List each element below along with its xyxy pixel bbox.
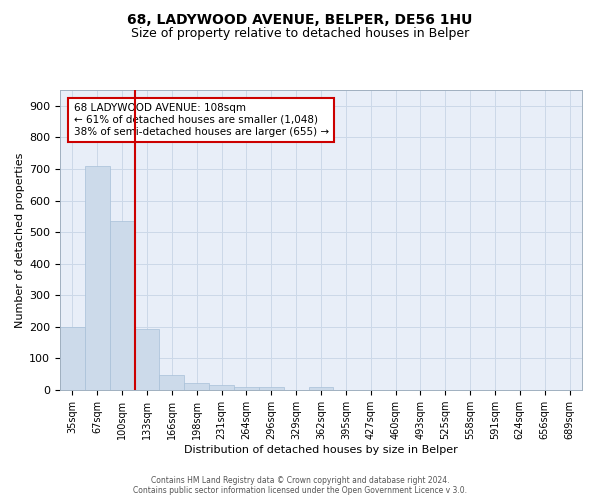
Bar <box>110 221 134 390</box>
Bar <box>60 327 85 390</box>
Text: 68, LADYWOOD AVENUE, BELPER, DE56 1HU: 68, LADYWOOD AVENUE, BELPER, DE56 1HU <box>127 12 473 26</box>
Text: 68 LADYWOOD AVENUE: 108sqm
← 61% of detached houses are smaller (1,048)
38% of s: 68 LADYWOOD AVENUE: 108sqm ← 61% of deta… <box>74 104 329 136</box>
Bar <box>209 385 234 390</box>
Text: Contains HM Land Registry data © Crown copyright and database right 2024.: Contains HM Land Registry data © Crown c… <box>151 476 449 485</box>
Bar <box>234 386 259 390</box>
Y-axis label: Number of detached properties: Number of detached properties <box>15 152 25 328</box>
Bar <box>160 376 184 390</box>
Bar <box>308 388 334 390</box>
Bar <box>259 388 284 390</box>
Bar <box>184 384 209 390</box>
Text: Size of property relative to detached houses in Belper: Size of property relative to detached ho… <box>131 28 469 40</box>
X-axis label: Distribution of detached houses by size in Belper: Distribution of detached houses by size … <box>184 445 458 455</box>
Bar <box>85 166 110 390</box>
Bar <box>134 330 160 390</box>
Text: Contains public sector information licensed under the Open Government Licence v : Contains public sector information licen… <box>133 486 467 495</box>
